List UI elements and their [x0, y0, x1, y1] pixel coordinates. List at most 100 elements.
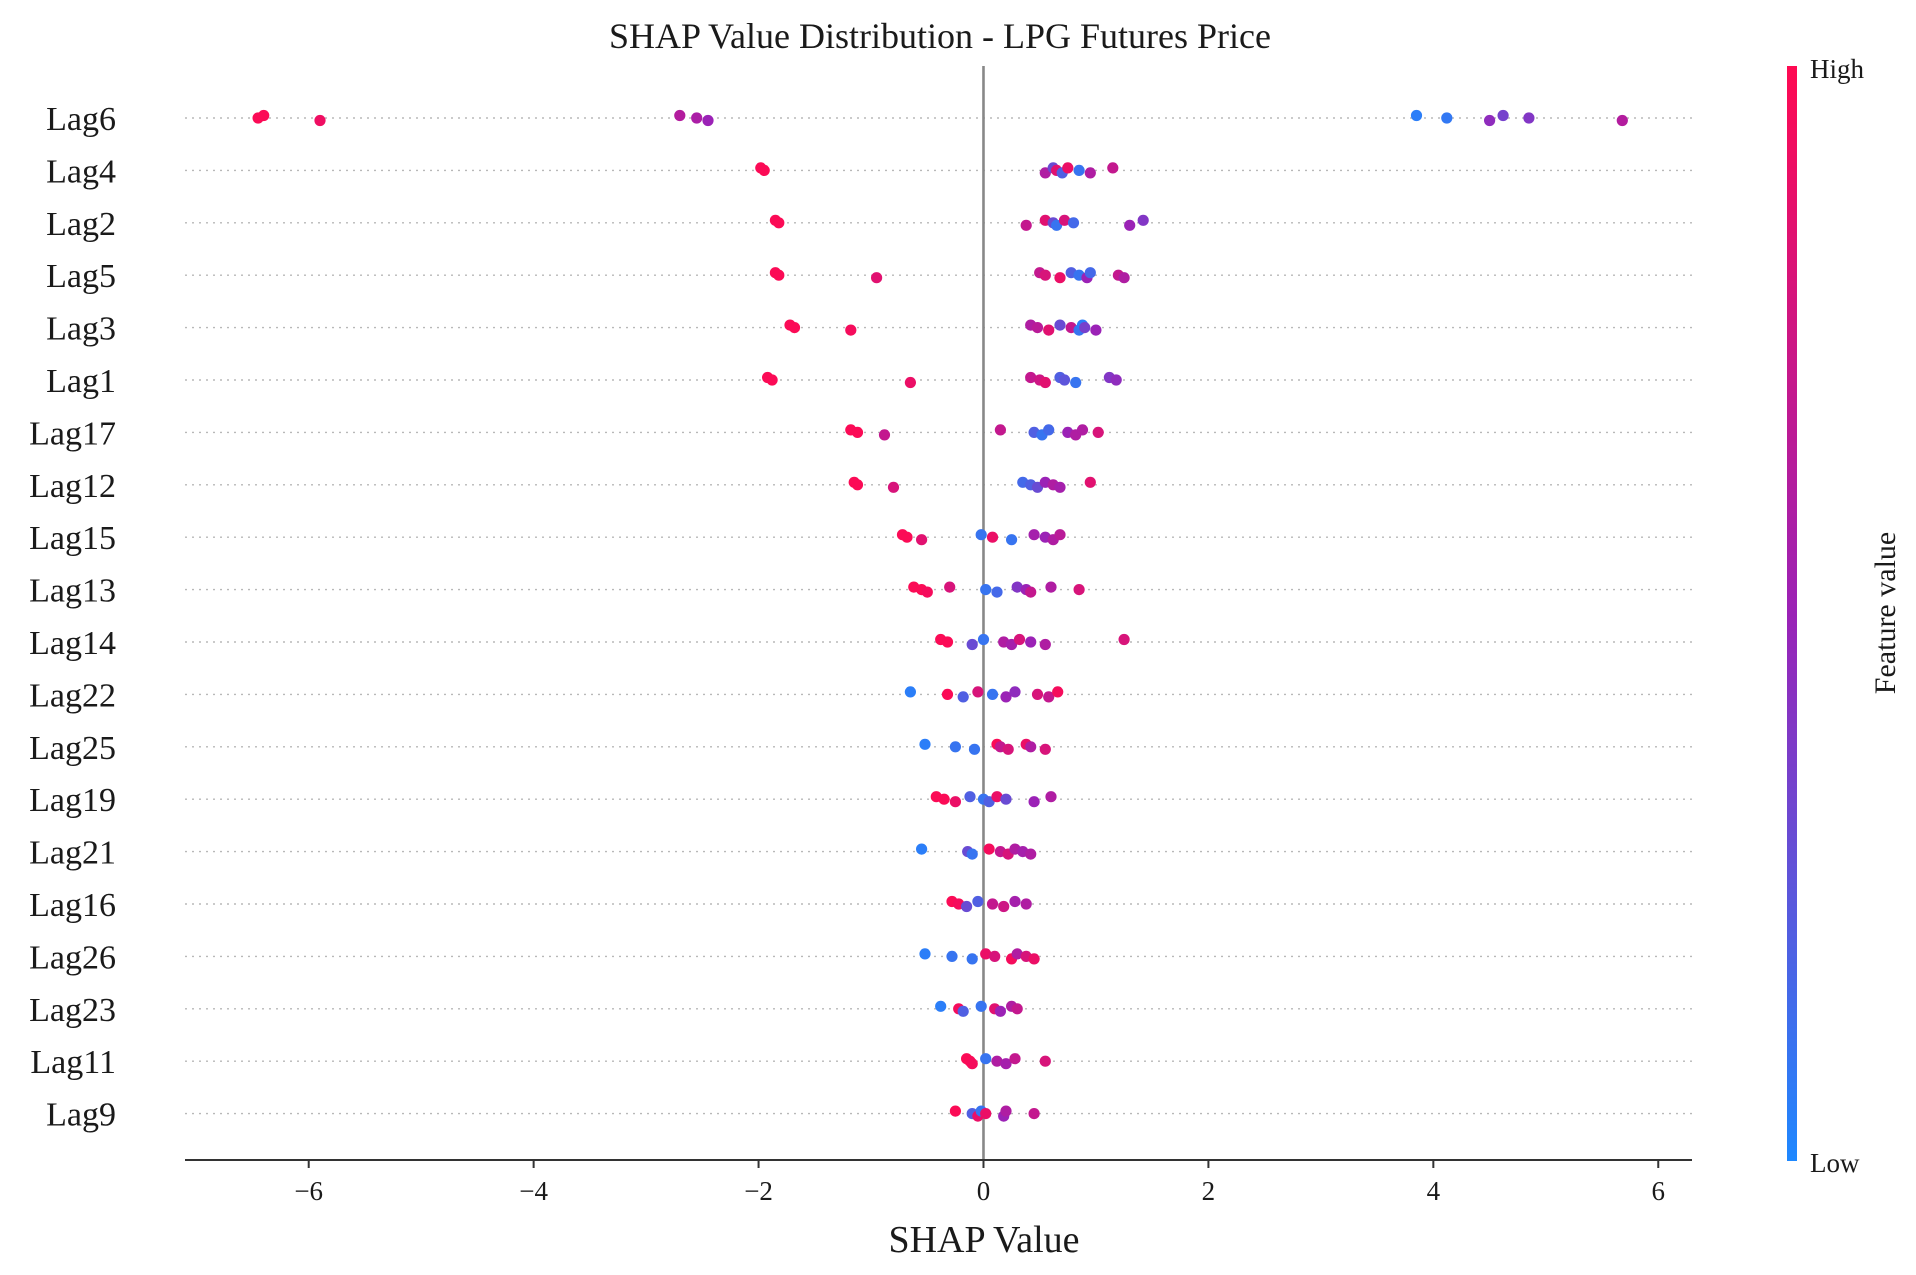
- feature-label-lag15: Lag15: [29, 520, 116, 557]
- point-lag2-2: [1020, 219, 1032, 231]
- point-lag14-6: [1013, 633, 1026, 646]
- point-lag19-3: [964, 791, 976, 803]
- point-lag6-2: [314, 114, 326, 127]
- feature-label-lag11: Lag11: [30, 1044, 116, 1081]
- point-lag25-2: [968, 743, 981, 755]
- point-lag26-2: [966, 953, 978, 965]
- point-lag1-7: [1058, 374, 1071, 386]
- point-lag13-8: [1025, 586, 1037, 598]
- point-lag21-8: [1025, 848, 1037, 860]
- point-lag11-4: [991, 1055, 1003, 1067]
- point-lag1-5: [1039, 376, 1051, 389]
- x-axis-ticks: −6 −4 −2 0 2 4 6: [294, 1160, 1665, 1206]
- x-tick-label-3: 0: [977, 1176, 991, 1206]
- point-lag17-2: [878, 429, 891, 441]
- point-lag22-3: [972, 686, 984, 698]
- point-lag25-0: [919, 738, 931, 750]
- feature-label-lag17: Lag17: [29, 415, 116, 452]
- point-lag5-5: [1054, 272, 1066, 284]
- point-lag23-3: [975, 1000, 987, 1012]
- colorbar-high-label: High: [1810, 54, 1865, 84]
- point-lag6-11: [1616, 114, 1628, 127]
- point-lag1-1: [766, 374, 778, 386]
- point-lag13-9: [1045, 581, 1057, 593]
- point-lag23-5: [994, 1005, 1007, 1017]
- point-lag11-6: [1009, 1053, 1021, 1065]
- point-lag14-2: [966, 638, 978, 651]
- point-lag12-8: [1054, 481, 1066, 493]
- point-lag12-9: [1084, 476, 1096, 488]
- x-tick-label-5: 4: [1427, 1176, 1441, 1206]
- point-lag4-9: [1107, 162, 1119, 174]
- point-lag17-9: [1076, 424, 1089, 436]
- point-lag26-6: [1011, 948, 1023, 960]
- point-lag15-1: [901, 531, 913, 543]
- point-lag5-2: [871, 272, 883, 284]
- point-lag14-9: [1118, 633, 1130, 646]
- point-lag17-1: [851, 426, 864, 438]
- point-lag2-9: [1137, 214, 1149, 226]
- point-lag9-6: [1000, 1105, 1012, 1117]
- point-lag26-4: [989, 950, 1001, 963]
- point-lag22-7: [1031, 688, 1044, 701]
- point-lag9-4: [980, 1108, 992, 1120]
- point-lag11-2: [966, 1058, 978, 1070]
- point-lag22-1: [941, 688, 954, 701]
- point-lag13-6: [1011, 581, 1023, 593]
- x-tick-label-6: 6: [1652, 1176, 1666, 1206]
- feature-label-lag23: Lag23: [29, 992, 116, 1029]
- point-lag4-7: [1073, 164, 1085, 176]
- point-lag26-8: [1028, 953, 1040, 965]
- point-lag23-7: [1011, 1003, 1023, 1015]
- point-lag2-7: [1067, 217, 1080, 229]
- point-lag22-9: [1052, 686, 1064, 698]
- feature-label-lag19: Lag19: [29, 782, 116, 819]
- feature-label-lag26: Lag26: [29, 939, 116, 976]
- point-lag16-7: [1020, 898, 1032, 910]
- point-lag22-0: [904, 686, 917, 698]
- point-lag16-5: [998, 900, 1010, 913]
- colorbar-low-label: Low: [1810, 1148, 1860, 1178]
- point-lag9-7: [1028, 1108, 1040, 1120]
- chart-title: SHAP Value Distribution - LPG Futures Pr…: [609, 16, 1271, 56]
- point-lag6-3: [674, 109, 686, 122]
- point-lag15-3: [975, 529, 987, 541]
- point-lag12-1: [851, 479, 864, 491]
- point-lag19-7: [1000, 793, 1012, 805]
- point-lag19-8: [1028, 796, 1040, 808]
- x-tick-label-4: 2: [1202, 1176, 1216, 1206]
- point-lag16-3: [972, 895, 984, 908]
- point-lag25-7: [1025, 741, 1037, 753]
- feature-label-lag3: Lag3: [46, 311, 116, 348]
- point-lag6-1: [252, 112, 264, 124]
- point-lag5-11: [1118, 272, 1130, 284]
- point-lag19-2: [949, 796, 962, 808]
- point-lag3-5: [1043, 324, 1055, 336]
- point-lag9-0: [949, 1105, 962, 1117]
- feature-label-lag4: Lag4: [46, 153, 116, 190]
- point-lag15-5: [1006, 534, 1018, 546]
- feature-label-lag13: Lag13: [29, 573, 116, 610]
- point-lag13-10: [1073, 584, 1085, 596]
- feature-label-lag25: Lag25: [29, 730, 116, 767]
- point-lag14-8: [1039, 638, 1051, 651]
- point-lag22-8: [1043, 691, 1055, 703]
- point-lag22-6: [1009, 686, 1021, 698]
- point-lag21-0: [916, 843, 928, 855]
- feature-label-lag12: Lag12: [29, 468, 116, 505]
- point-lag25-5: [1002, 743, 1014, 755]
- point-lag5-1: [773, 269, 785, 281]
- point-lag14-3: [977, 633, 990, 646]
- feature-label-lag5: Lag5: [46, 258, 116, 295]
- point-lag19-1: [938, 793, 950, 805]
- point-lag3-6: [1054, 319, 1066, 331]
- point-lag15-9: [1054, 529, 1066, 541]
- point-lag22-5: [1000, 691, 1012, 703]
- point-lag26-1: [946, 950, 958, 963]
- point-lag14-7: [1025, 636, 1037, 648]
- point-lag3-2: [845, 324, 857, 336]
- point-lag25-8: [1039, 743, 1051, 755]
- point-lag1-10: [1110, 374, 1122, 386]
